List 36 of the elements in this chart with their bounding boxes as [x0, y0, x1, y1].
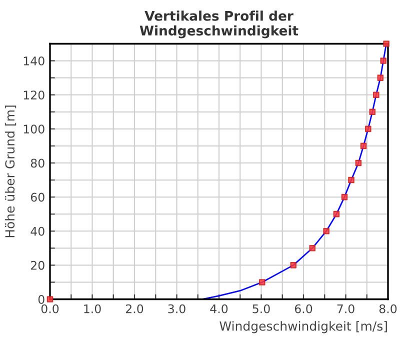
x-tick-label: 7.0 [337, 304, 354, 314]
point [369, 108, 376, 116]
x-tick-label: 2.0 [126, 304, 144, 314]
y-tick-label: 60 [30, 192, 44, 202]
point [290, 262, 297, 268]
y-tick-label: 100 [24, 124, 44, 134]
x-tick-label: 5.0 [252, 304, 270, 314]
x-axis-title: Windgeschwindigkeit [m/s] [220, 321, 387, 334]
y-tick-label: 120 [24, 90, 44, 100]
point [364, 126, 372, 132]
point [348, 176, 354, 184]
point [323, 228, 330, 234]
y-tick-label: 20 [30, 260, 44, 270]
point [341, 194, 348, 200]
y-tick-label: 140 [24, 56, 44, 66]
x-tick-label: 4.0 [210, 304, 228, 314]
point [380, 58, 387, 64]
point [258, 279, 266, 286]
x-tick-label: 0.0 [41, 304, 59, 314]
x-tick-label: 6.0 [294, 304, 312, 314]
x-tick-label: 8.0 [379, 304, 397, 314]
y-tick-label: 80 [30, 158, 44, 168]
chart-title: Vertikales Profil der Windgeschwindigkeit [140, 10, 298, 38]
point [46, 296, 54, 302]
point [309, 244, 316, 252]
y-tick-label: 0 [38, 294, 44, 304]
point [333, 210, 340, 218]
y-tick-label: 40 [30, 226, 44, 236]
x-tick-label: 1.0 [84, 304, 101, 314]
y-axis-title: Höhe über Grund [m] [4, 106, 16, 238]
point [377, 74, 384, 81]
point [355, 160, 362, 166]
point [360, 142, 367, 150]
point [383, 40, 390, 47]
point [373, 92, 380, 98]
x-tick-label: 3.0 [168, 304, 186, 314]
